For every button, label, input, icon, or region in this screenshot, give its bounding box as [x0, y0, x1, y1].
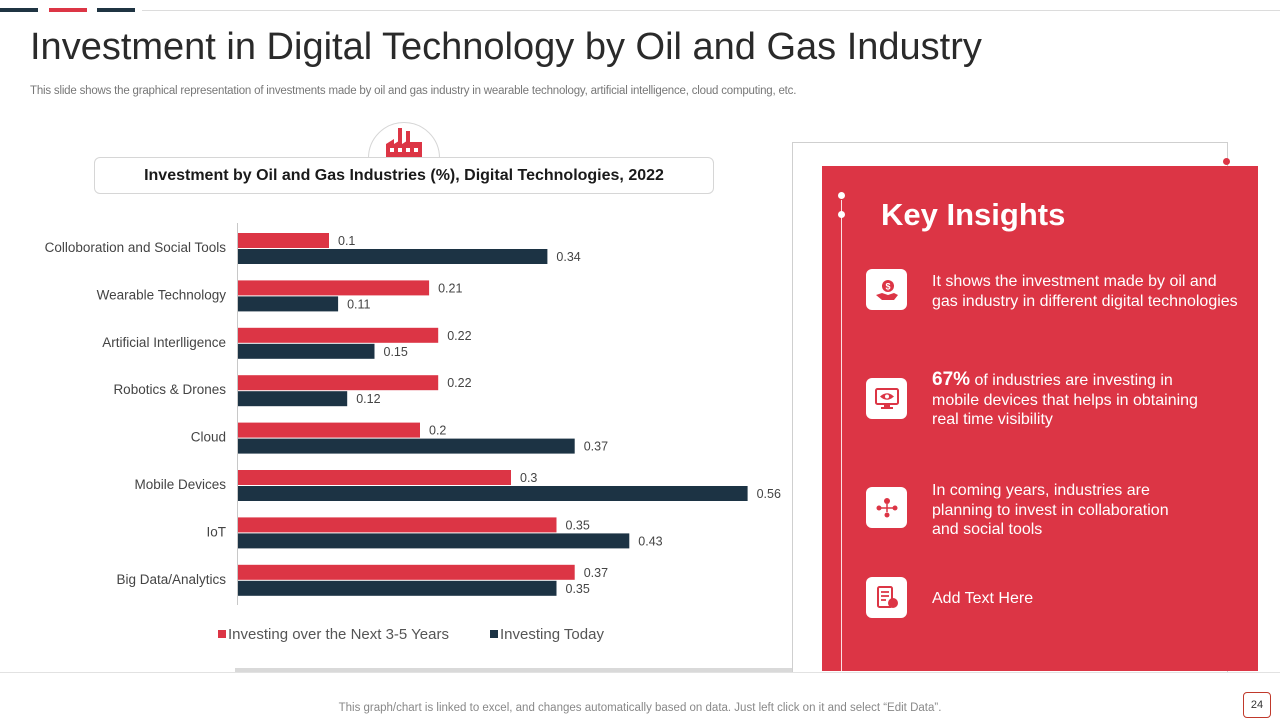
data-label: 0.3 — [520, 471, 537, 485]
panel-timeline-line — [841, 200, 842, 671]
chart-shadow — [235, 668, 792, 672]
footer-note: This graph/chart is linked to excel, and… — [338, 702, 942, 714]
insight-body-2: of industries are investing in mobile de… — [932, 372, 1198, 428]
insight-text-3: In coming years, industries are planning… — [932, 481, 1192, 540]
data-label: 0.37 — [584, 566, 608, 580]
bar-today — [238, 486, 748, 501]
insight-text-2: 67% of industries are investing in mobil… — [932, 370, 1222, 430]
team-network-icon — [876, 497, 897, 517]
data-label: 0.21 — [438, 281, 462, 295]
money-hand-icon: $ — [875, 279, 898, 300]
insight-icon-4 — [866, 577, 907, 618]
bar-today — [238, 533, 630, 549]
data-label: 0.35 — [566, 518, 590, 532]
legend-label: Investing Today — [500, 626, 604, 643]
bar-today — [238, 249, 548, 264]
chart-title-icon-badge — [368, 122, 440, 162]
header-accent-bar-1 — [0, 8, 38, 12]
insight-icon-3 — [866, 487, 907, 528]
header-divider — [142, 10, 1280, 11]
category-label: Artificial Interlligence — [102, 335, 226, 350]
footer-divider — [0, 672, 1280, 673]
header-accent-bar-3 — [97, 8, 135, 12]
bar-today — [238, 580, 557, 596]
bar-next-3-5-years — [238, 375, 439, 391]
data-label: 0.22 — [447, 329, 471, 343]
legend-swatch — [490, 630, 498, 638]
legend-swatch — [218, 630, 226, 638]
monitor-eye-icon — [874, 387, 899, 409]
page-number: 24 — [1243, 692, 1271, 718]
data-label: 0.2 — [429, 424, 446, 438]
data-label: 0.43 — [638, 534, 662, 548]
bar-next-3-5-years — [238, 327, 439, 343]
category-label: Mobile Devices — [134, 477, 226, 492]
data-label: 0.15 — [384, 345, 408, 359]
data-label: 0.34 — [556, 250, 580, 264]
insights-title: Key Insights — [881, 197, 1066, 232]
data-label: 0.37 — [584, 440, 608, 454]
insight-icon-1: $ — [866, 269, 907, 310]
bar-next-3-5-years — [238, 564, 575, 580]
category-label: Colloboration and Social Tools — [45, 240, 227, 255]
data-label: 0.22 — [447, 376, 471, 390]
data-label: 0.56 — [757, 487, 781, 501]
panel-corner-dot — [1223, 158, 1230, 165]
bar-today — [238, 343, 375, 359]
category-label: Wearable Technology — [97, 287, 227, 302]
category-label: Robotics & Drones — [113, 382, 226, 397]
legend-label: Investing over the Next 3-5 Years — [228, 626, 449, 643]
slide-title: Investment in Digital Technology by Oil … — [30, 26, 982, 68]
header-accent-bar-2 — [49, 8, 87, 12]
panel-dot-top — [838, 192, 845, 199]
insight-text-1: It shows the investment made by oil and … — [932, 272, 1242, 311]
insight-icon-2 — [866, 378, 907, 419]
bar-today — [238, 296, 339, 312]
insight-highlight-2: 67% — [932, 369, 971, 390]
insight-body-1: It shows the investment made by oil and … — [932, 273, 1238, 310]
chart-title: Investment by Oil and Gas Industries (%)… — [94, 157, 714, 194]
bar-next-3-5-years — [238, 233, 329, 248]
bar-chart[interactable]: Colloboration and Social Tools 0.1 0.34 Wea… — [0, 215, 792, 670]
slide-subtitle: This slide shows the graphical represent… — [30, 85, 797, 97]
svg-text:$: $ — [885, 281, 890, 291]
insight-body-4[interactable]: Add Text Here — [932, 590, 1034, 607]
insight-body-3: In coming years, industries are planning… — [932, 482, 1169, 538]
document-list-icon — [876, 585, 898, 608]
bar-today — [238, 391, 348, 407]
data-label: 0.11 — [347, 297, 370, 311]
data-label: 0.35 — [566, 582, 590, 596]
data-label: 0.12 — [356, 392, 380, 406]
category-label: IoT — [206, 524, 226, 539]
bar-next-3-5-years — [238, 470, 511, 485]
factory-icon — [386, 128, 422, 157]
bar-next-3-5-years — [238, 280, 430, 296]
bar-next-3-5-years — [238, 422, 420, 438]
bar-next-3-5-years — [238, 517, 557, 533]
category-label: Big Data/Analytics — [116, 572, 226, 587]
bar-today — [238, 438, 575, 454]
insight-text-4[interactable]: Add Text Here — [932, 589, 1192, 609]
category-label: Cloud — [191, 430, 226, 445]
data-label: 0.1 — [338, 234, 355, 248]
